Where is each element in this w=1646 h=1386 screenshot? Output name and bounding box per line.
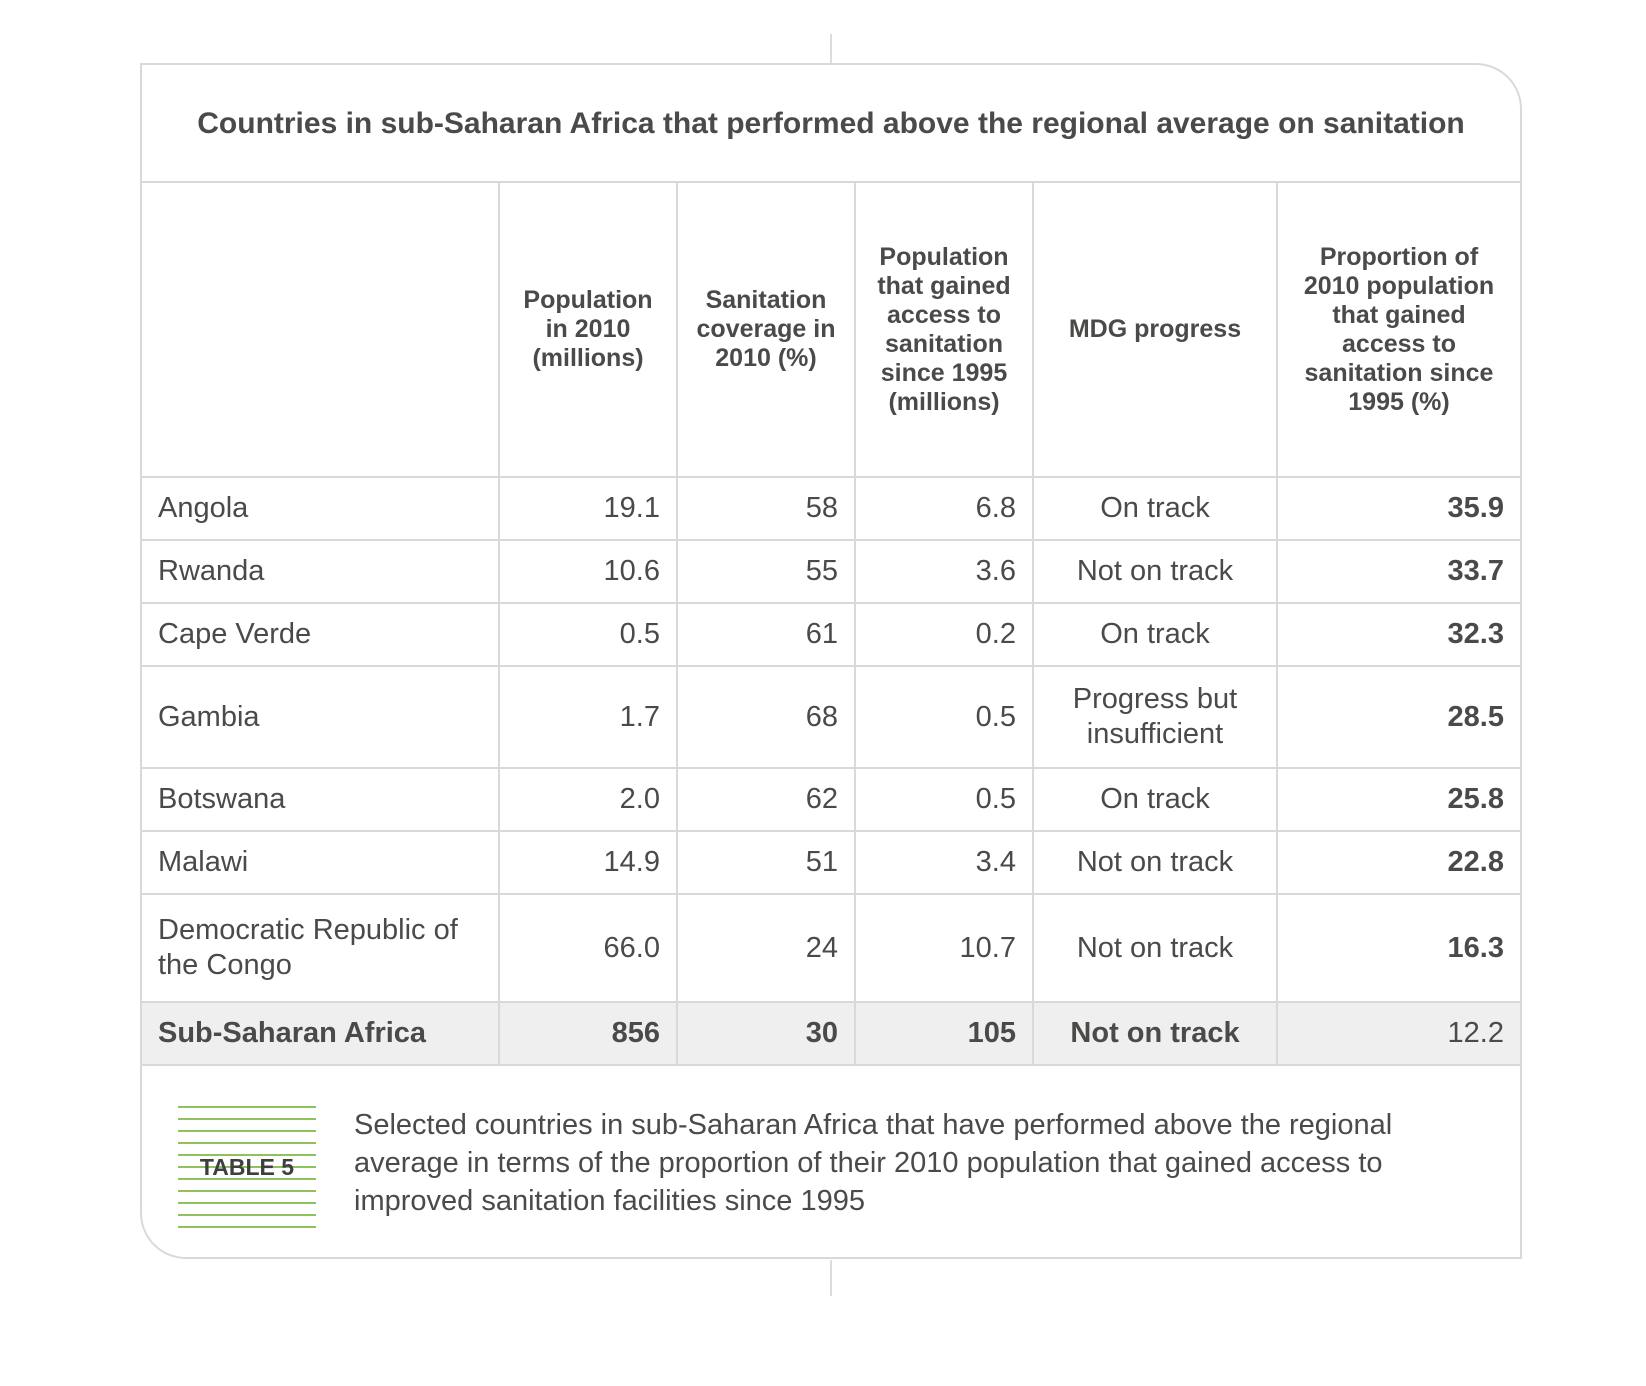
population-cell: 10.6 xyxy=(499,540,678,604)
proportion-cell: 16.3 xyxy=(1277,894,1520,1003)
proportion-cell: 33.7 xyxy=(1277,540,1520,604)
header-mdg-progress: MDG progress xyxy=(1033,183,1278,478)
total-coverage-cell: 30 xyxy=(677,1002,856,1066)
population-cell: 66.0 xyxy=(499,894,678,1003)
country-cell: Cape Verde xyxy=(142,603,500,667)
coverage-cell: 61 xyxy=(677,603,856,667)
header-proportion: Proportion of 2010 population that gaine… xyxy=(1277,183,1520,478)
mdg-progress-cell: Not on track xyxy=(1033,831,1278,895)
mdg-progress-cell: On track xyxy=(1033,477,1278,541)
country-cell: Botswana xyxy=(142,768,500,832)
table-number-badge: TABLE 5 xyxy=(178,1106,316,1228)
header-country xyxy=(142,183,500,478)
top-divider-tick xyxy=(830,34,832,64)
population-cell: 1.7 xyxy=(499,666,678,769)
table-row: Botswana 2.0 62 0.5 On track 25.8 xyxy=(142,768,1520,832)
coverage-cell: 62 xyxy=(677,768,856,832)
table-number-label: TABLE 5 xyxy=(199,1154,295,1180)
population-cell: 14.9 xyxy=(499,831,678,895)
header-population-2010: Population in 2010 (millions) xyxy=(499,183,678,478)
caption-text: Selected countries in sub-Saharan Africa… xyxy=(354,1109,1393,1217)
table-row: Rwanda 10.6 55 3.6 Not on track 33.7 xyxy=(142,540,1520,604)
mdg-progress-cell: Progress but insufficient xyxy=(1033,666,1278,769)
table-row: Democratic Republic of the Congo 66.0 24… xyxy=(142,894,1520,1003)
country-cell: Angola xyxy=(142,477,500,541)
country-cell: Malawi xyxy=(142,831,500,895)
coverage-cell: 24 xyxy=(677,894,856,1003)
country-cell: Rwanda xyxy=(142,540,500,604)
mdg-progress-cell: On track xyxy=(1033,768,1278,832)
coverage-cell: 58 xyxy=(677,477,856,541)
proportion-cell: 32.3 xyxy=(1277,603,1520,667)
total-gained-access-cell: 105 xyxy=(855,1002,1034,1066)
header-row: Population in 2010 (millions) Sanitation… xyxy=(142,183,1520,478)
header-gained-access: Population that gained access to sanitat… xyxy=(855,183,1034,478)
mdg-progress-cell: Not on track xyxy=(1033,540,1278,604)
mdg-progress-cell: Not on track xyxy=(1033,894,1278,1003)
gained-access-cell: 3.4 xyxy=(855,831,1034,895)
total-row: Sub-Saharan Africa 856 30 105 Not on tra… xyxy=(142,1002,1520,1066)
proportion-cell: 22.8 xyxy=(1277,831,1520,895)
gained-access-cell: 6.8 xyxy=(855,477,1034,541)
country-cell: Gambia xyxy=(142,666,500,769)
table-title: Countries in sub-Saharan Africa that per… xyxy=(142,65,1520,183)
gained-access-cell: 3.6 xyxy=(855,540,1034,604)
gained-access-cell: 0.2 xyxy=(855,603,1034,667)
population-cell: 19.1 xyxy=(499,477,678,541)
table-row: Angola 19.1 58 6.8 On track 35.9 xyxy=(142,477,1520,541)
table-row: Cape Verde 0.5 61 0.2 On track 32.3 xyxy=(142,603,1520,667)
total-population-cell: 856 xyxy=(499,1002,678,1066)
table-card: Countries in sub-Saharan Africa that per… xyxy=(140,63,1522,1259)
gained-access-cell: 0.5 xyxy=(855,768,1034,832)
proportion-cell: 35.9 xyxy=(1277,477,1520,541)
header-coverage-2010: Sanitation coverage in 2010 (%) xyxy=(677,183,856,478)
gained-access-cell: 10.7 xyxy=(855,894,1034,1003)
total-mdg-progress-cell: Not on track xyxy=(1033,1002,1278,1066)
table-row: Malawi 14.9 51 3.4 Not on track 22.8 xyxy=(142,831,1520,895)
mdg-progress-cell: On track xyxy=(1033,603,1278,667)
country-cell: Democratic Republic of the Congo xyxy=(142,894,500,1003)
coverage-cell: 51 xyxy=(677,831,856,895)
population-cell: 2.0 xyxy=(499,768,678,832)
table-caption: TABLE 5 Selected countries in sub-Sahara… xyxy=(142,1066,1520,1252)
table-row: Gambia 1.7 68 0.5 Progress but insuffici… xyxy=(142,666,1520,769)
coverage-cell: 55 xyxy=(677,540,856,604)
sanitation-table: Population in 2010 (millions) Sanitation… xyxy=(142,183,1520,1066)
gained-access-cell: 0.5 xyxy=(855,666,1034,769)
population-cell: 0.5 xyxy=(499,603,678,667)
proportion-cell: 25.8 xyxy=(1277,768,1520,832)
total-proportion-cell: 12.2 xyxy=(1277,1002,1520,1066)
total-country-cell: Sub-Saharan Africa xyxy=(142,1002,500,1066)
proportion-cell: 28.5 xyxy=(1277,666,1520,769)
coverage-cell: 68 xyxy=(677,666,856,769)
bottom-divider-tick xyxy=(830,1260,832,1296)
